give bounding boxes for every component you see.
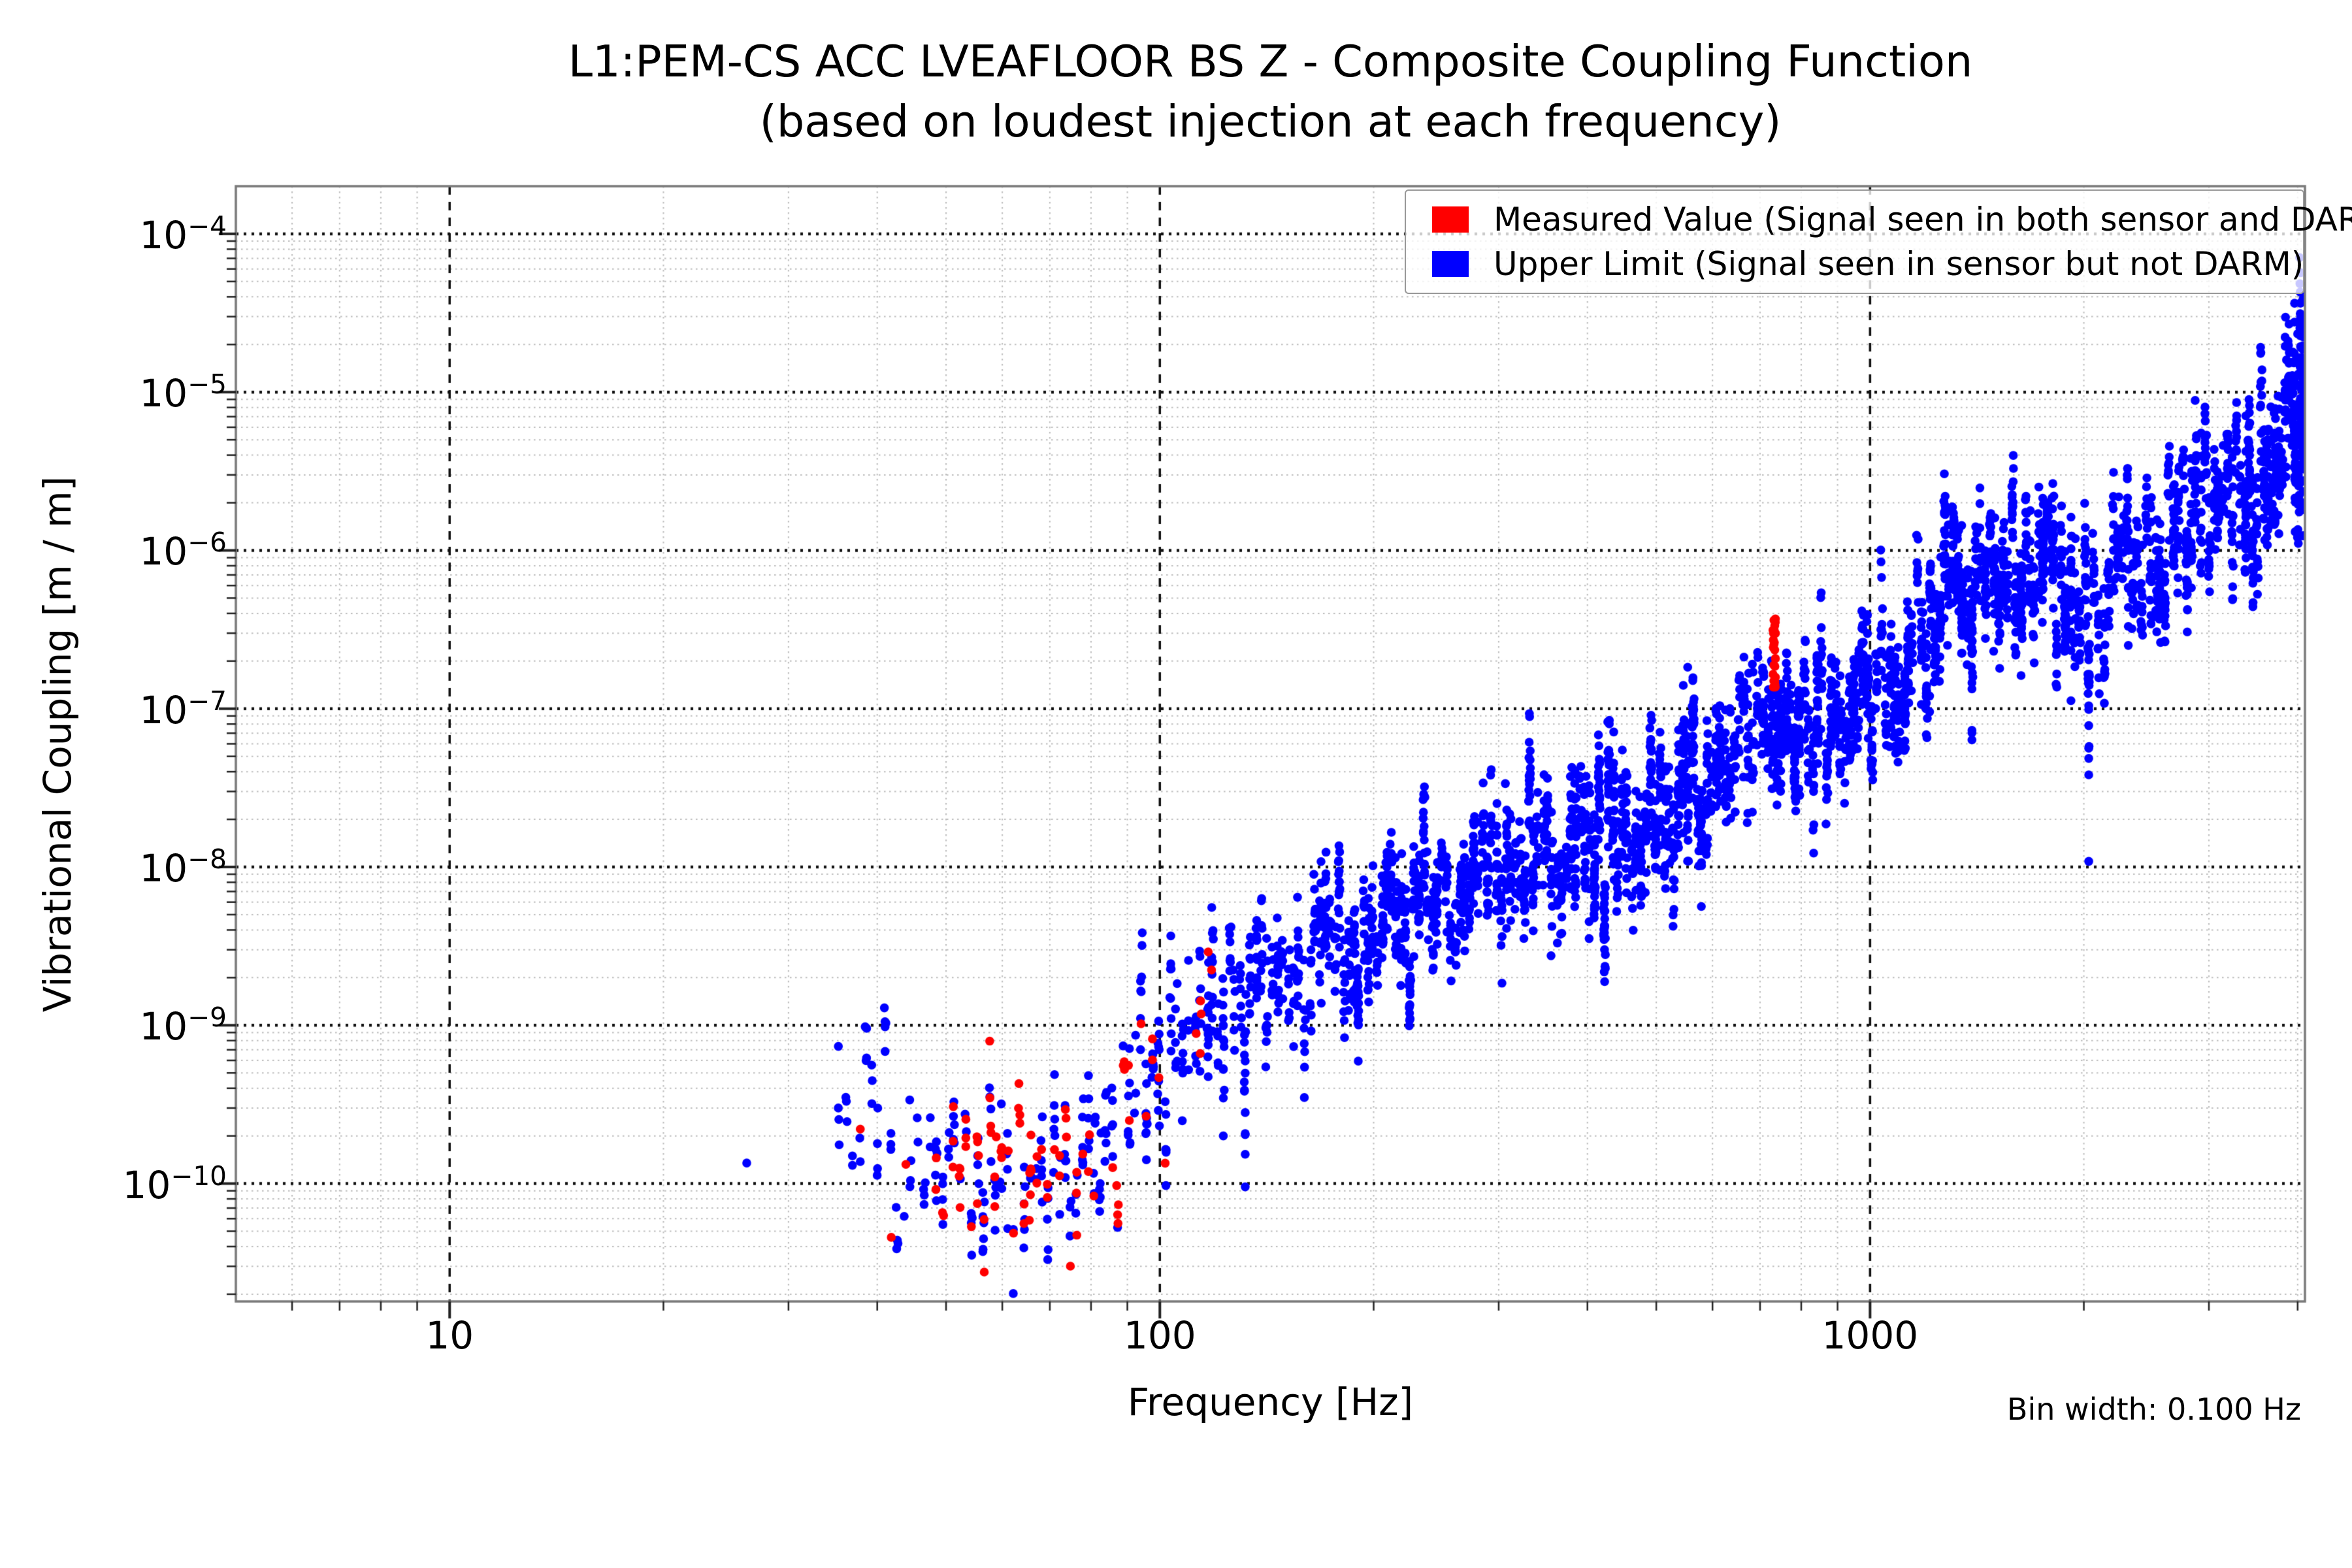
chart-title-block: L1:PEM-CS ACC LVEAFLOOR BS Z - Composite…	[236, 31, 2305, 152]
measured-swatch-icon	[1432, 206, 1469, 233]
legend: Measured Value (Signal seen in both sens…	[1405, 189, 2352, 294]
y-tick-label: 10−5	[139, 368, 227, 416]
legend-item-measured: Measured Value (Signal seen in both sens…	[1406, 199, 2352, 240]
y-tick-label: 10−4	[139, 210, 227, 258]
y-axis-tick-labels: 10−4 10−5 10−6 10−7 10−8 10−9 10−10	[0, 0, 227, 1568]
x-axis-tick-labels: 10 100 1000	[0, 1313, 2352, 1365]
y-tick-label: 10−10	[122, 1160, 227, 1207]
legend-item-upper-limit: Upper Limit (Signal seen in sensor but n…	[1406, 244, 2304, 284]
bin-width-note: Bin width: 0.100 Hz	[2006, 1392, 2301, 1427]
x-tick-label: 100	[1123, 1313, 1196, 1358]
y-tick-label: 10−6	[139, 527, 227, 574]
x-tick-label: 1000	[1821, 1313, 1919, 1358]
y-tick-label: 10−9	[139, 1002, 227, 1049]
x-tick-label: 10	[425, 1313, 474, 1358]
legend-label-upper-limit: Upper Limit (Signal seen in sensor but n…	[1494, 245, 2304, 284]
chart-title: L1:PEM-CS ACC LVEAFLOOR BS Z - Composite…	[568, 36, 1973, 87]
y-tick-label: 10−8	[139, 843, 227, 891]
y-tick-label: 10−7	[139, 685, 227, 732]
legend-label-measured: Measured Value (Signal seen in both sens…	[1494, 200, 2352, 238]
upper-limit-swatch-icon	[1432, 251, 1469, 278]
x-axis-label: Frequency [Hz]	[1127, 1380, 1414, 1424]
chart-subtitle: (based on loudest injection at each freq…	[759, 96, 1782, 147]
